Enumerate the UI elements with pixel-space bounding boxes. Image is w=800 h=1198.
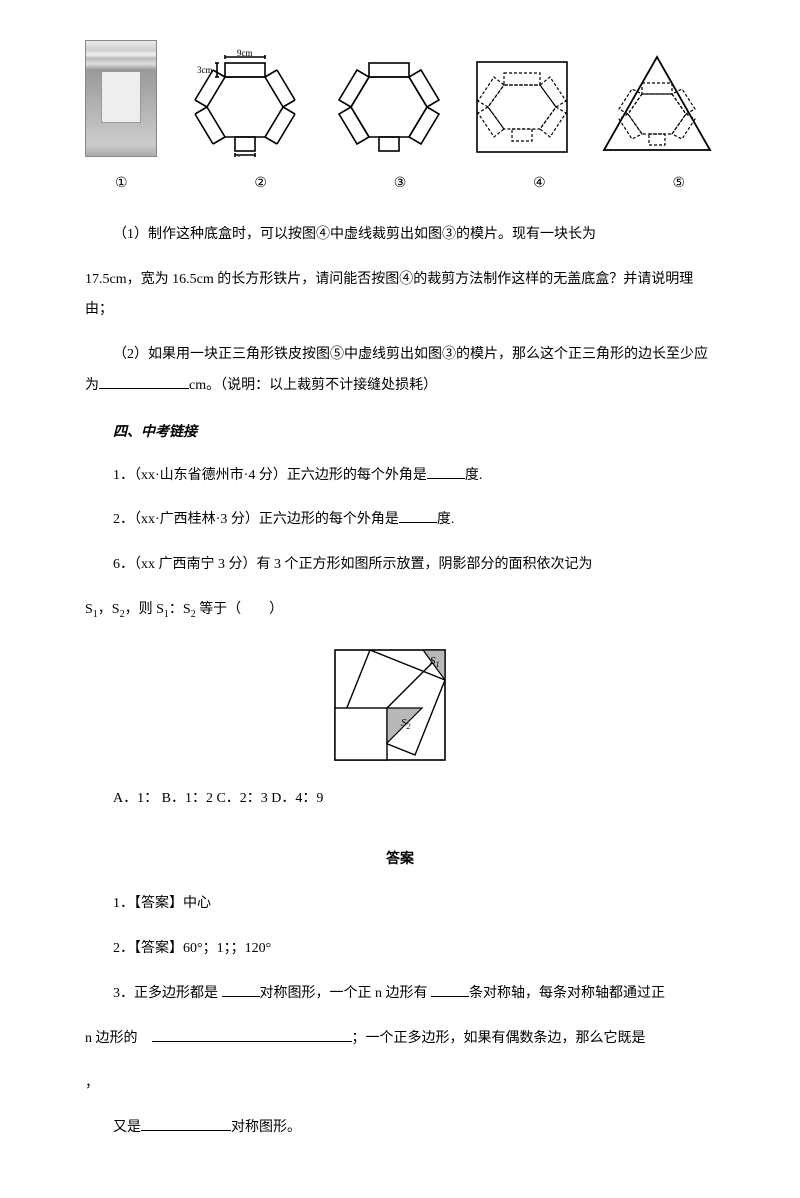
dim-9cm: 9cm — [237, 48, 253, 58]
triangle-template — [600, 52, 715, 157]
q1-prefix: （1）制作这种底盒时，可以按图④中虚线裁剪出如图③的模片。现有一块长为 — [113, 227, 596, 242]
a3l3a: ， — [85, 1076, 99, 1091]
l6e: 等于（ ） — [196, 602, 284, 617]
a3l4b: 对称图形。 — [231, 1120, 301, 1135]
l6c: ，则 S — [125, 602, 164, 617]
label-3: ③ — [394, 169, 407, 200]
net-with-dims: 9cm 3cm 3cm — [185, 47, 305, 157]
dim-3cm-left: 3cm — [197, 65, 213, 75]
link-q6-line2: S1，S2，则 S1：S2 等于（ ） — [85, 595, 715, 626]
answers-heading: 答案 — [85, 845, 715, 876]
a3l2b: ；一个正多边形，如果有偶数条边，那么它既是 — [352, 1031, 646, 1046]
figure-label-row: ① ② ③ ④ ⑤ — [85, 169, 715, 200]
link-q2: 2．（xx·广西桂林·3 分）正六边形的每个外角是 度. — [85, 505, 715, 536]
section-4-heading: 四、中考链接 — [85, 416, 715, 447]
answer-3-line2: n 边形的 ；一个正多边形，如果有偶数条边，那么它既是 — [85, 1024, 715, 1055]
answer-2: 2．【答案】60°；1；；120° — [85, 934, 715, 965]
figure-3 — [334, 47, 444, 157]
figure-4 — [472, 57, 572, 157]
answer-3-line1: 3．正多边形都是 对称图形，一个正 n 边形有 条对称轴，每条对称轴都通过正 — [85, 979, 715, 1010]
a3b: 对称图形，一个正 n 边形有 — [260, 986, 432, 1001]
label-2: ② — [254, 169, 267, 200]
link1-a: 1．（xx·山东省德州市·4 分）正六边形的每个外角是 — [113, 468, 427, 483]
label-4: ④ — [533, 169, 546, 200]
question-2: （2）如果用一块正三角形铁皮按图⑤中虚线剪出如图③的模片，那么这个正三角形的边长… — [85, 340, 715, 402]
l6b: ，S — [98, 602, 120, 617]
blank-link2[interactable] — [399, 508, 437, 523]
answer-3-line3: ， — [85, 1069, 715, 1100]
label-5: ⑤ — [672, 169, 685, 200]
q2-suffix: cm。（说明：以上裁剪不计接缝处损耗） — [189, 378, 437, 393]
figure-5 — [600, 52, 715, 157]
dim-3cm-bottom: 3cm — [237, 155, 253, 157]
net-plain — [334, 47, 444, 157]
a3l2a: n 边形的 — [85, 1031, 138, 1046]
squares-diagram: S1 S2 — [325, 640, 475, 770]
a3a: 3．正多边形都是 — [113, 986, 222, 1001]
figure-1 — [85, 40, 157, 157]
blank-a3-4[interactable] — [141, 1116, 231, 1131]
figure-2: 9cm 3cm 3cm — [185, 47, 305, 157]
blank-link1[interactable] — [427, 464, 465, 479]
square-template — [472, 57, 572, 157]
answer-1: 1．【答案】中心 — [85, 889, 715, 920]
link2-a: 2．（xx·广西桂林·3 分）正六边形的每个外角是 — [113, 512, 399, 527]
blank-a3-3[interactable] — [152, 1027, 352, 1042]
link-q1: 1．（xx·山东省德州市·4 分）正六边形的每个外角是 度. — [85, 461, 715, 492]
blank-a3-1[interactable] — [222, 982, 260, 997]
blank-q2[interactable] — [99, 374, 189, 389]
l6d: ：S — [169, 602, 191, 617]
question-1-line1: （1）制作这种底盒时，可以按图④中虚线裁剪出如图③的模片。现有一块长为 — [85, 220, 715, 251]
link-q6-line1: 6．（xx 广西南宁 3 分）有 3 个正方形如图所示放置，阴影部分的面积依次记… — [85, 550, 715, 581]
figure-row: 9cm 3cm 3cm — [85, 40, 715, 157]
link2-b: 度. — [437, 512, 455, 527]
hexagon-box-photo — [85, 40, 157, 157]
options-line: A．1： B．1：2 C．2：3 D．4：9 — [85, 784, 715, 815]
page-content: 9cm 3cm 3cm — [0, 0, 800, 1198]
link1-b: 度. — [465, 468, 483, 483]
three-squares-figure: S1 S2 — [85, 640, 715, 770]
answer-3-line4: 又是 对称图形。 — [85, 1113, 715, 1144]
question-1-line2: 17.5cm，宽为 16.5cm 的长方形铁片，请问能否按图④的裁剪方法制作这样… — [85, 265, 715, 327]
a3l4a: 又是 — [113, 1120, 141, 1135]
label-1: ① — [115, 169, 128, 200]
blank-a3-2[interactable] — [431, 982, 469, 997]
l6a: S — [85, 602, 93, 617]
a3c: 条对称轴，每条对称轴都通过正 — [469, 986, 665, 1001]
